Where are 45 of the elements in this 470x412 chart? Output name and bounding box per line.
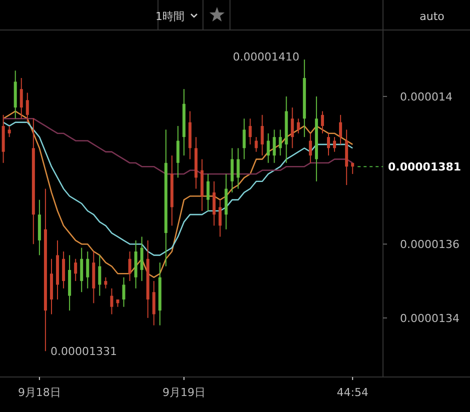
- candlestick: [242, 118, 246, 160]
- candlestick: [26, 92, 29, 123]
- text: 1時間: [156, 10, 184, 23]
- candlestick: [254, 136, 258, 152]
- annotation: 0.00001331: [50, 345, 117, 358]
- candlestick: [86, 250, 90, 289]
- candlestick: [248, 118, 252, 145]
- candlestick: [104, 276, 108, 289]
- candlestick: [176, 125, 180, 178]
- candlestick: [308, 132, 312, 164]
- candlestick: [152, 280, 156, 326]
- candlestick: [333, 136, 336, 152]
- candlestick: [320, 110, 324, 134]
- candlestick: [236, 148, 240, 190]
- candlestick: [339, 114, 342, 145]
- y-tick-label: 0.0000136: [400, 238, 460, 252]
- candlestick: [278, 129, 282, 156]
- y-tick-label: 0.000014: [400, 90, 452, 104]
- ref-line-label: 0.00001381: [388, 160, 462, 174]
- candlestick: [98, 254, 102, 296]
- candlestick: [140, 236, 144, 282]
- candlestick: [230, 148, 234, 193]
- candlestick: [272, 129, 276, 164]
- y-tick-label: 0.0000134: [400, 312, 460, 325]
- x-tick-label: 44:54: [336, 386, 368, 399]
- candlestick: [212, 180, 216, 226]
- x-tick-label: 9月18日: [18, 386, 61, 399]
- candlestick: [62, 250, 66, 289]
- candlestick: [80, 247, 84, 293]
- candlestick: [327, 132, 330, 156]
- annotation: 0.00001410: [232, 50, 300, 64]
- candlestick: [260, 114, 264, 156]
- x-tick-label: 9月19日: [162, 386, 206, 399]
- candlestick: [218, 199, 222, 238]
- candlestick: [20, 77, 23, 120]
- candlestick: [122, 276, 126, 308]
- candlestick: [8, 125, 11, 138]
- candlestick: [206, 173, 210, 212]
- candlestick: [74, 258, 78, 282]
- text: auto: [420, 10, 445, 23]
- candlestick: [266, 132, 270, 164]
- candlestick: [290, 107, 294, 149]
- candlestick: [296, 118, 300, 134]
- candlestick: [128, 250, 132, 282]
- candlestick: [110, 288, 114, 315]
